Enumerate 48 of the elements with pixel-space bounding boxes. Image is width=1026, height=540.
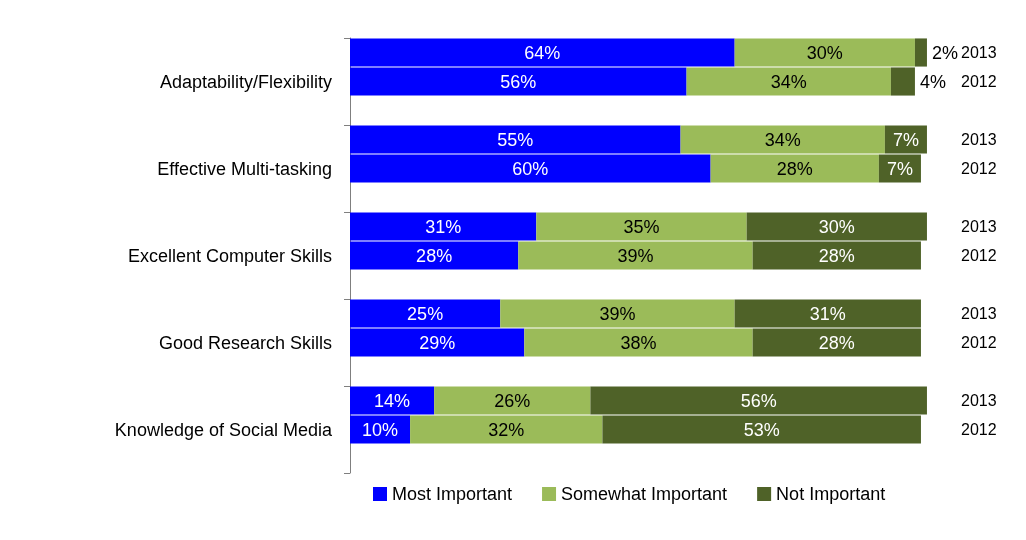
y-tick-label: 2013 [961, 305, 997, 322]
data-label: 31% [425, 216, 462, 237]
data-label: 55% [497, 129, 534, 150]
data-label: 28% [416, 245, 453, 266]
data-label: 38% [620, 332, 657, 353]
data-label: 39% [599, 303, 636, 324]
data-label: 14% [374, 390, 411, 411]
data-label: 25% [407, 303, 444, 324]
data-label: 7% [886, 158, 913, 179]
y-tick-label: 2012 [961, 334, 997, 351]
legend-label: Not Important [776, 484, 886, 504]
legend-label: Most Important [392, 484, 513, 504]
y-tick-label: 2013 [961, 44, 997, 61]
data-label: 28% [818, 332, 855, 353]
data-label: 30% [806, 42, 843, 63]
y-tick-label: 2013 [961, 392, 997, 409]
data-label: 26% [494, 390, 531, 411]
data-label: 28% [818, 245, 855, 266]
data-label: 35% [623, 216, 660, 237]
text: Adaptability/Flexibility [159, 71, 332, 92]
y-tick-label: 2012 [961, 247, 997, 264]
data-label: 56% [500, 71, 537, 92]
y-tick-label: 2013 [961, 131, 997, 148]
y-tick-label: 2012 [961, 421, 997, 438]
text: Good Research Skills [158, 332, 332, 353]
data-label: 7% [892, 129, 919, 150]
legend-label: Somewhat Important [561, 484, 728, 504]
data-label: 53% [743, 419, 780, 440]
data-label: 2% [931, 42, 958, 63]
data-label: 60% [512, 158, 549, 179]
text: Excellent Computer Skills [127, 245, 332, 266]
data-label: 64% [524, 42, 561, 63]
text: Effective Multi-tasking [157, 158, 332, 179]
data-label: 56% [740, 390, 777, 411]
y-tick-label: 2012 [961, 160, 997, 177]
data-label: 29% [419, 332, 456, 353]
text: Knowledge of Social Media [114, 419, 333, 440]
data-label: 30% [818, 216, 855, 237]
data-label: 39% [617, 245, 654, 266]
data-label: 28% [776, 158, 813, 179]
y-tick-label: 2012 [961, 73, 997, 90]
data-label: 4% [919, 71, 946, 92]
data-label: 34% [764, 129, 801, 150]
y-tick-label: 2013 [961, 218, 997, 235]
data-label: 34% [770, 71, 807, 92]
data-label: 10% [362, 419, 399, 440]
data-label: 31% [809, 303, 846, 324]
data-label: 32% [488, 419, 525, 440]
